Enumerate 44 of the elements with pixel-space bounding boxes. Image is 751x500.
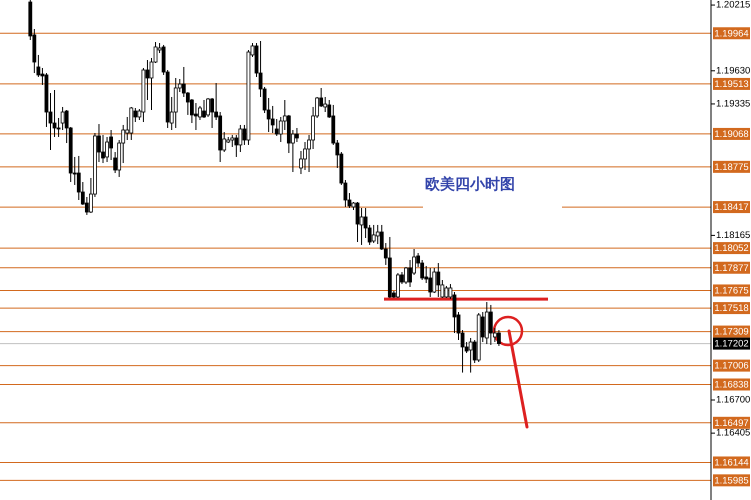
y-tick-label: 1.20215 — [716, 0, 750, 11]
y-tick-label: 1.16700 — [716, 394, 750, 406]
text: 欧美四小时图 — [425, 175, 515, 193]
ref-line-label: 1.17309 — [714, 326, 749, 338]
ref-line-label: 1.18417 — [714, 202, 749, 214]
y-tick-label: 1.18165 — [716, 230, 750, 241]
candlestick — [488, 304, 493, 346]
ref-line-label: 1.17877 — [714, 262, 749, 274]
ref-line-label: 1.16838 — [714, 379, 749, 390]
candlestick — [404, 266, 408, 285]
candlestick — [295, 127, 299, 143]
ref-line-label: 1.17518 — [714, 303, 749, 314]
candlestick — [194, 102, 198, 130]
candlestick — [274, 118, 279, 136]
candlestick — [432, 267, 436, 294]
candlestick — [497, 330, 501, 346]
ref-line-label: 1.19964 — [714, 28, 749, 40]
candlestick — [468, 337, 473, 374]
candlestick — [202, 100, 206, 118]
ref-line-label: 1.17675 — [714, 285, 749, 296]
ref-line-label: 1.19513 — [714, 78, 749, 90]
y-tick-label: 1.16405 — [716, 428, 750, 439]
candlestick — [76, 155, 81, 200]
candlestick — [444, 285, 448, 298]
ref-line-label: 1.17202 — [714, 338, 749, 350]
ref-line-label: 1.18052 — [714, 243, 749, 254]
ref-line-label: 1.17006 — [714, 360, 749, 372]
ref-line-label: 1.16144 — [714, 457, 749, 468]
candlestick — [278, 116, 283, 143]
candlestick — [372, 224, 376, 244]
candlestick — [436, 262, 440, 298]
candlestick — [238, 124, 242, 153]
y-tick-label: 1.19630 — [716, 65, 750, 76]
candlestick — [270, 105, 275, 134]
y-tick-label: 1.19335 — [716, 98, 750, 110]
candlestick — [230, 134, 234, 148]
candlestick — [356, 202, 360, 243]
candlestick — [420, 260, 424, 280]
candlestick — [428, 267, 432, 298]
candlestick — [396, 272, 400, 298]
ref-line-label: 1.18775 — [714, 162, 749, 173]
ref-line-label: 1.19068 — [714, 128, 749, 140]
ref-line-label: 1.16497 — [714, 418, 749, 429]
ref-line-label: 1.15985 — [714, 475, 749, 486]
